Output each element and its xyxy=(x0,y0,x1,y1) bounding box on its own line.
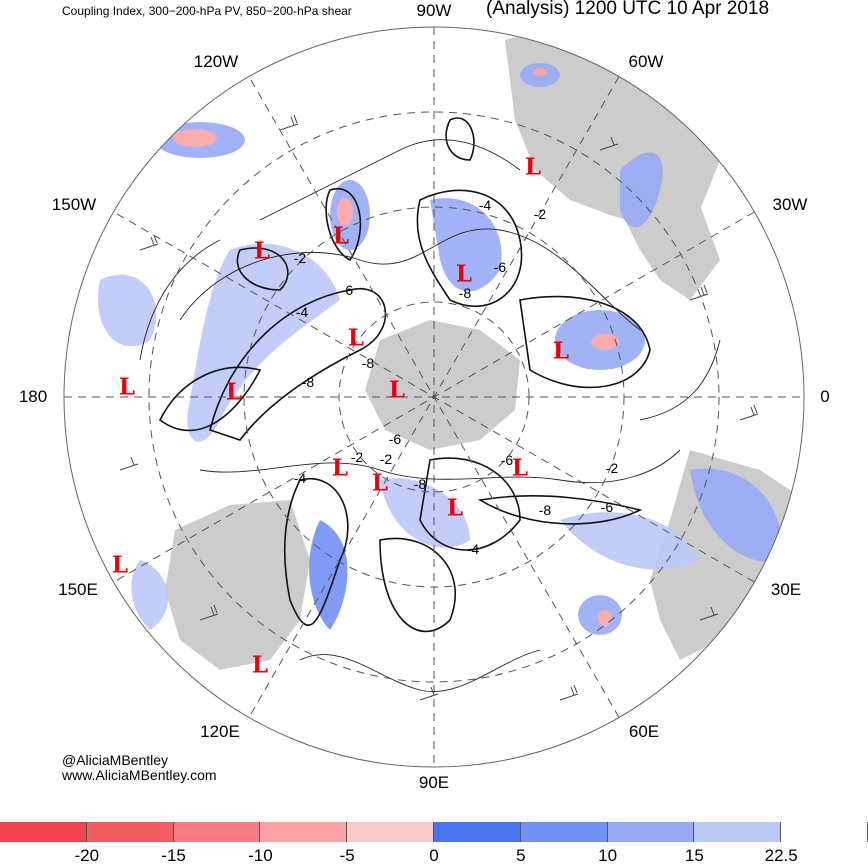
colorbar-tick-label: 15 xyxy=(684,846,704,865)
credit-website: www.AliciaMBentley.com xyxy=(62,767,217,783)
contour-label: -2 xyxy=(293,250,307,266)
lon-label-90e: 90E xyxy=(418,773,450,792)
low-pressure-marker: L xyxy=(446,494,464,522)
low-pressure-marker: L xyxy=(253,237,271,265)
credit-handle: @AliciaMBentley xyxy=(62,752,169,768)
colorbar-segment xyxy=(607,822,695,842)
contour-label: -2 xyxy=(533,206,547,222)
contour-label: -2 xyxy=(350,449,364,465)
low-pressure-marker: L xyxy=(118,373,136,401)
colorbar-segment xyxy=(347,822,434,842)
colorbar-tick-label: 5 xyxy=(516,846,526,865)
colorbar-segment xyxy=(781,822,868,842)
lon-label-90w: 90W xyxy=(416,1,452,20)
contour-label: -8 xyxy=(413,476,427,492)
low-pressure-marker: L xyxy=(511,454,529,482)
low-pressure-marker: L xyxy=(552,337,570,365)
contour-label: -8 xyxy=(538,502,552,518)
contour-label: -4 xyxy=(293,470,307,486)
colorbar-segment xyxy=(434,822,521,842)
lon-label-180: 180 xyxy=(18,387,48,406)
low-pressure-marker: L xyxy=(225,378,243,406)
contour-label: -6 xyxy=(500,452,514,468)
low-pressure-marker: L xyxy=(251,651,269,679)
land-east-asia xyxy=(165,500,310,670)
lon-label-30w: 30W xyxy=(772,195,808,214)
low-pressure-marker: L xyxy=(388,376,406,404)
low-pressure-marker: L xyxy=(347,324,365,352)
graticule xyxy=(64,27,804,767)
shear-barbs xyxy=(119,114,759,701)
colorbar-tick-label: 10 xyxy=(598,846,618,865)
colorbar-segment xyxy=(260,822,348,842)
low-pressure-marker: L xyxy=(331,454,349,482)
contour-label: -8 xyxy=(361,355,375,371)
lon-label-150w: 150W xyxy=(51,195,97,214)
colorbar-tick-label: -5 xyxy=(339,846,355,865)
contour-label: -6 xyxy=(493,259,507,275)
contour-label: -8 xyxy=(301,374,315,390)
land-arctic-islands xyxy=(365,320,520,450)
colorbar-segment xyxy=(173,822,261,842)
polar-map xyxy=(63,26,805,768)
colorbar-segment xyxy=(520,822,608,842)
contour-label: -6 xyxy=(388,431,402,447)
colorbar-tick-label: -15 xyxy=(161,846,186,865)
low-pressure-marker: L xyxy=(371,469,389,497)
map-disc-outline xyxy=(63,26,805,768)
low-pressure-marker: L xyxy=(524,153,542,181)
contour-label: -2 xyxy=(379,451,393,467)
lon-label-120e: 120E xyxy=(200,722,240,741)
contour-label: -4 xyxy=(466,541,480,557)
colorbar-tick-label: 0 xyxy=(429,846,439,865)
colorbar-segment xyxy=(0,822,87,842)
lon-label-0: 0 xyxy=(820,387,830,406)
colorbar-tick-label: 22.5 xyxy=(764,846,798,865)
pv-contours xyxy=(158,117,651,633)
colorbar-tick-label: -20 xyxy=(74,846,100,865)
lon-label-150e: 150E xyxy=(58,580,98,599)
lon-label-120w: 120W xyxy=(193,52,239,71)
colorbar: -20 -15 -10 -5 0 5 10 15 22.5 xyxy=(0,822,868,865)
contour-label: -8 xyxy=(458,285,472,301)
header-right-title: (Analysis) 1200 UTC 10 Apr 2018 xyxy=(486,0,770,19)
low-pressure-marker: L xyxy=(332,222,350,250)
colorbar-tick-label: -10 xyxy=(248,846,273,865)
contour-label: -4 xyxy=(295,304,309,320)
low-pressure-marker: L xyxy=(111,551,129,579)
contour-label: -2 xyxy=(605,460,619,476)
coupling-index-shading xyxy=(98,63,782,635)
colorbar-segment xyxy=(86,822,174,842)
contour-label: -6 xyxy=(600,499,614,515)
contour-label: -4 xyxy=(478,197,492,213)
lon-label-60e: 60E xyxy=(628,722,660,741)
lon-label-60w: 60W xyxy=(628,52,664,71)
low-pressure-marker: L xyxy=(455,260,473,288)
colorbar-segment xyxy=(694,822,782,842)
contour-label: -6 xyxy=(340,282,354,298)
lon-label-30e: 30E xyxy=(770,580,802,599)
header-left-title: Coupling Index, 300−200-hPa PV, 850−200-… xyxy=(62,4,352,18)
